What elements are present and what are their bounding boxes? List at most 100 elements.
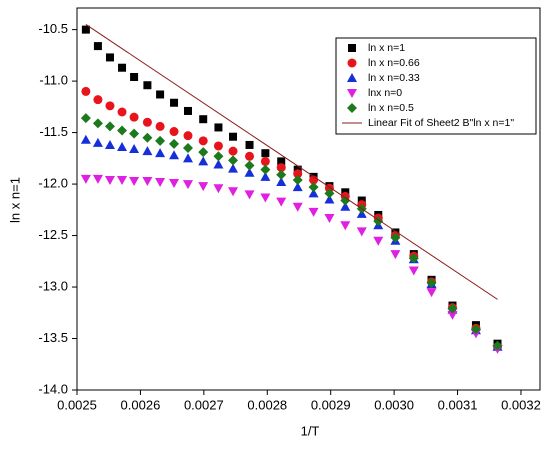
- point: [261, 149, 270, 158]
- point: [228, 163, 239, 173]
- point: [199, 115, 208, 124]
- x-tick-label: 0.0028: [247, 397, 287, 412]
- y-tick-label: -12.5: [38, 227, 68, 242]
- point: [244, 190, 255, 200]
- point: [142, 146, 153, 156]
- point: [105, 53, 114, 62]
- y-tick-label: -10.5: [38, 21, 68, 36]
- point: [447, 303, 458, 314]
- point: [198, 156, 209, 166]
- fit-line: [85, 24, 498, 300]
- point: [244, 167, 255, 177]
- point: [356, 227, 367, 237]
- point: [213, 141, 223, 151]
- legend-marker: [348, 44, 356, 52]
- legend-label: Linear Fit of Sheet2 B"ln x n=1": [368, 117, 514, 129]
- point: [81, 25, 90, 34]
- legend-label: ln x n=0.33: [368, 72, 420, 84]
- point: [308, 182, 319, 193]
- legend-marker: [347, 89, 357, 98]
- point: [183, 131, 193, 141]
- point: [105, 101, 115, 111]
- x-tick-label: 0.0026: [121, 397, 161, 412]
- point: [228, 187, 239, 197]
- x-tick-label: 0.0027: [184, 397, 224, 412]
- y-tick-label: -11.0: [39, 73, 68, 88]
- point: [198, 182, 209, 192]
- point: [213, 159, 224, 169]
- point: [117, 175, 128, 185]
- point: [130, 72, 139, 81]
- x-tick-label: 0.0031: [438, 397, 478, 412]
- point: [276, 163, 286, 173]
- point: [104, 139, 115, 149]
- point: [292, 174, 303, 185]
- point: [142, 117, 152, 127]
- point: [373, 236, 384, 246]
- y-tick-label: -12.0: [38, 176, 68, 191]
- legend: ln x n=1 ln x n=0.66 ln x n=0.33 lnx n=0 ln …: [335, 37, 537, 135]
- point: [104, 175, 115, 185]
- point: [129, 128, 140, 139]
- point: [117, 142, 128, 152]
- point: [390, 232, 401, 243]
- point: [324, 194, 335, 204]
- point: [213, 151, 224, 162]
- point: [276, 177, 287, 187]
- point: [229, 132, 238, 141]
- legend-label: lnx n=0: [368, 87, 402, 99]
- y-tick-label: -14.0: [38, 381, 68, 396]
- point: [183, 106, 192, 115]
- point: [182, 180, 193, 190]
- point: [340, 221, 351, 231]
- point: [324, 188, 335, 199]
- legend-label: ln x n=0.5: [368, 102, 414, 114]
- point: [169, 127, 179, 137]
- point: [129, 112, 139, 122]
- y-tick-label: -13.5: [38, 330, 68, 345]
- point: [308, 188, 319, 198]
- point: [408, 266, 419, 276]
- point: [214, 123, 223, 132]
- point: [340, 195, 351, 206]
- point: [260, 156, 270, 166]
- point: [169, 179, 180, 189]
- point: [93, 42, 102, 51]
- point: [292, 202, 303, 212]
- point: [155, 135, 166, 146]
- point: [142, 176, 153, 186]
- point: [276, 197, 287, 207]
- point: [260, 171, 271, 181]
- point: [245, 151, 255, 161]
- point: [155, 121, 165, 131]
- x-axis-label: 1/T: [301, 423, 320, 438]
- point: [182, 143, 193, 154]
- y-tick-label: -11.5: [39, 124, 68, 139]
- point: [198, 147, 209, 158]
- y-axis-label: ln x n=1: [7, 177, 22, 223]
- point: [156, 90, 165, 99]
- y-tick-label: -13.0: [38, 278, 68, 293]
- point: [426, 277, 437, 288]
- point: [80, 113, 91, 124]
- point: [245, 140, 254, 149]
- point: [340, 201, 351, 211]
- point: [92, 137, 103, 147]
- point: [260, 164, 271, 175]
- legend-marker: [347, 73, 357, 82]
- point: [80, 134, 91, 144]
- point: [470, 324, 481, 335]
- point: [80, 174, 91, 184]
- point: [92, 174, 103, 184]
- point: [155, 178, 166, 188]
- point: [228, 146, 238, 156]
- legend-label: ln x n=0.66: [368, 57, 420, 69]
- point: [143, 81, 152, 90]
- point: [182, 153, 193, 163]
- point: [170, 98, 179, 107]
- point: [492, 340, 503, 351]
- legend-label: ln x n=1: [368, 42, 405, 54]
- point: [408, 253, 419, 264]
